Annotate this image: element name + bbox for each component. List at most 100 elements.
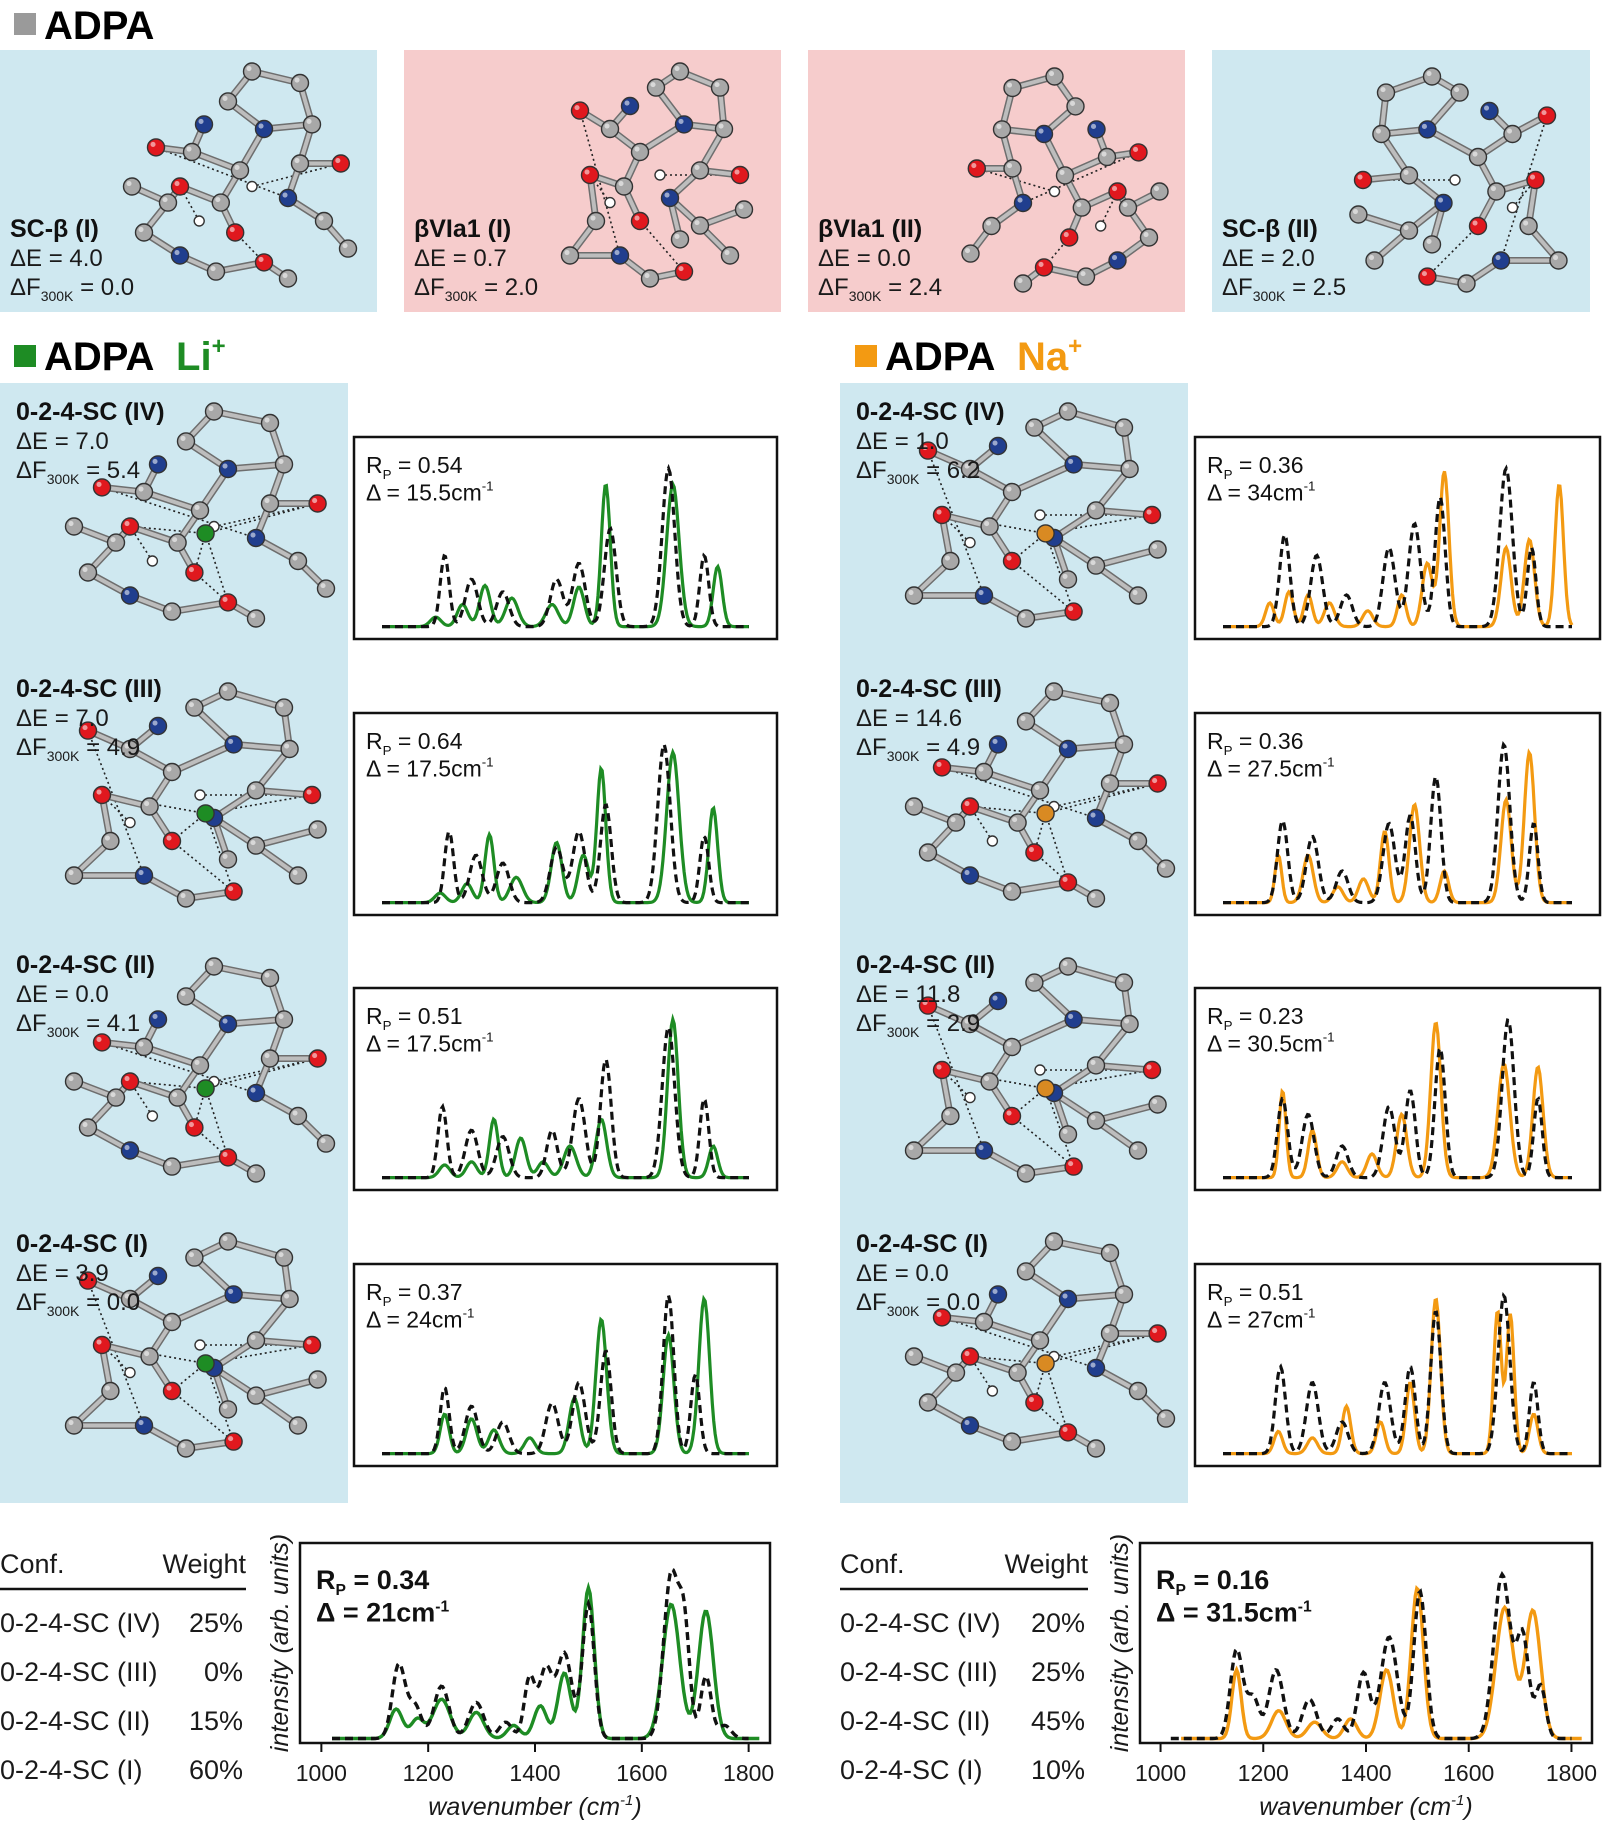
- atom-N: [1064, 1010, 1083, 1029]
- atom-shine: [194, 504, 200, 510]
- atom-shine: [1451, 176, 1455, 180]
- atom-H: [1094, 220, 1107, 232]
- na-conformer-3-dF: ΔF300K = 2.9: [856, 1010, 980, 1040]
- atom-shine: [1552, 254, 1559, 261]
- atom-C: [1045, 67, 1064, 86]
- ion-coordination: [1044, 533, 1075, 612]
- atom-shine: [198, 118, 204, 124]
- atom-shine: [564, 249, 570, 256]
- atom-shine: [1090, 1059, 1096, 1065]
- atom-shine: [1160, 1413, 1166, 1419]
- atom-O: [1353, 170, 1373, 190]
- atom-shine: [922, 1396, 928, 1403]
- atom-N: [988, 991, 1008, 1011]
- atom-O: [674, 262, 694, 281]
- atom-C: [106, 1088, 126, 1107]
- atom-N: [148, 455, 168, 474]
- table-conf: 0-2-4-SC (IV): [840, 1608, 1001, 1638]
- li-spectrum-3-delta-sup: -1: [482, 1030, 494, 1045]
- na-weighted-spectrum-delta-sup: -1: [1298, 1598, 1312, 1615]
- atom-shine: [936, 1311, 942, 1317]
- atom-O: [1064, 1157, 1083, 1176]
- section-header-na: ADPA Na+: [855, 333, 1082, 379]
- atom-O: [225, 223, 245, 242]
- atom-C: [904, 586, 924, 605]
- atom-C: [242, 62, 262, 81]
- atom-C: [168, 1088, 187, 1107]
- li-conformer-4-dF-sub: 300K: [47, 1303, 80, 1319]
- atom-shine: [180, 990, 186, 996]
- atom-shine: [1020, 612, 1026, 619]
- adpa-marker: [14, 13, 36, 35]
- atom-shine: [306, 789, 312, 795]
- spectrum-frame: [1193, 435, 1602, 641]
- atom-shine: [1090, 892, 1096, 899]
- atom-C: [992, 120, 1012, 139]
- li-ion-sup: +: [212, 333, 226, 360]
- atom-C: [218, 1400, 238, 1419]
- atom-shine: [978, 1144, 984, 1151]
- li-spectrum-2-rp-sub: P: [383, 743, 392, 758]
- atom-H: [194, 789, 206, 801]
- atom-O: [162, 831, 182, 851]
- atom-C: [1100, 1324, 1120, 1343]
- atom-C: [280, 739, 299, 759]
- atom-shine: [258, 123, 264, 129]
- atom-C: [1422, 235, 1442, 254]
- atom-N: [1087, 120, 1106, 139]
- atom-C: [918, 1393, 938, 1412]
- atom-shine: [678, 118, 684, 124]
- atom-shine: [82, 1275, 88, 1281]
- atom-H: [604, 196, 616, 209]
- na-spectrum-1-rp: RP = 0.36: [1207, 452, 1304, 482]
- atom-shine: [1020, 715, 1026, 721]
- atom-shine: [166, 835, 172, 841]
- table-conf: 0-2-4-SC (III): [840, 1657, 998, 1687]
- bond-highlight: [170, 600, 230, 614]
- atom-shine: [246, 65, 252, 72]
- atom-shine: [250, 784, 256, 790]
- atom-shine: [1006, 555, 1012, 561]
- atom-shine: [250, 840, 256, 846]
- table-weight: 10%: [1031, 1755, 1085, 1785]
- atom-shine: [922, 1000, 928, 1006]
- atom-shine: [278, 458, 284, 464]
- atom-shine: [1062, 1426, 1068, 1432]
- molecule-sc-beta-i: [122, 62, 358, 288]
- atom-shine: [149, 557, 153, 561]
- atom-shine: [1062, 743, 1068, 749]
- atom-C: [190, 1056, 210, 1075]
- molecule-li-row-2: [64, 682, 327, 908]
- atom-C: [714, 119, 734, 139]
- top-conformer-4-dF-sub: 300K: [1253, 288, 1286, 304]
- atom-O: [162, 1381, 182, 1401]
- hydrogen-bond: [101, 1344, 131, 1374]
- atom-shine: [188, 1121, 194, 1128]
- atom-H: [1449, 174, 1461, 186]
- li-conformer-3-name: 0-2-4-SC (II): [16, 951, 155, 979]
- bond-highlight: [254, 788, 314, 797]
- hydrogen-bond: [101, 486, 257, 539]
- atom-C: [918, 843, 938, 862]
- atom-O: [932, 1060, 952, 1080]
- atom-C: [614, 177, 634, 196]
- atom-O: [1058, 1423, 1078, 1442]
- experiment-line: [382, 740, 749, 905]
- atom-shine: [284, 743, 290, 749]
- na-spectrum-1: RP = 0.36Δ = 34cm-1: [1193, 435, 1602, 641]
- atom-C: [1399, 166, 1419, 185]
- atom-shine: [196, 1341, 200, 1345]
- atom-shine: [922, 445, 928, 451]
- atom-shine: [1143, 231, 1149, 238]
- bond-highlight: [170, 1292, 236, 1324]
- atom-shine: [222, 685, 228, 692]
- atom-shine: [282, 272, 288, 279]
- bond-highlight: [142, 1045, 202, 1068]
- na-spectrum-3-delta-sup: -1: [1323, 1030, 1335, 1045]
- li-weighted-spectrum-rp-sub: P: [336, 1582, 346, 1599]
- atom-C: [260, 1049, 280, 1068]
- x-tick-label: 1000: [296, 1760, 347, 1786]
- atom-shine: [1437, 197, 1444, 203]
- atom-shine: [1523, 220, 1529, 226]
- atom-C: [162, 1157, 182, 1176]
